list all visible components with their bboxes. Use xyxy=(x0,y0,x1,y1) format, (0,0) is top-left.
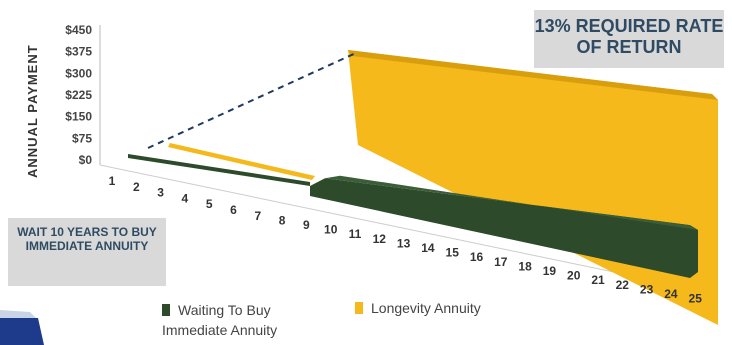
x-tick-label: 1 xyxy=(109,174,116,188)
x-ticks: 1 2 3 4 5 6 7 8 9 10 11 12 13 14 15 16 17 18 19 20 21 22 23 24 2… xyxy=(109,174,703,306)
y-ticks: $0 $75 $150 $225 $300 $375 $450 xyxy=(65,23,92,167)
legend-label-longevity: Longevity Annuity xyxy=(371,300,481,316)
x-tick-label: 6 xyxy=(230,203,237,217)
x-tick-label: 5 xyxy=(206,197,213,211)
x-tick-label: 17 xyxy=(494,255,508,269)
legend-label-waiting: Waiting To Buy Immediate Annuity xyxy=(162,302,278,338)
decorative-corner-shape xyxy=(0,310,44,345)
x-tick-label: 25 xyxy=(689,292,703,306)
legend-item-longevity: Longevity Annuity xyxy=(355,300,481,316)
x-tick-label: 18 xyxy=(518,259,532,273)
x-tick-label: 14 xyxy=(421,241,435,255)
series-waiting-top xyxy=(325,175,698,230)
y-tick-label: $150 xyxy=(65,110,92,124)
x-axis-line xyxy=(99,164,701,291)
legend-item-waiting: Waiting To Buy Immediate Annuity xyxy=(162,300,332,340)
x-tick-label: 16 xyxy=(470,250,484,264)
y-tick-label: $450 xyxy=(65,23,92,37)
rate-of-return-callout: 13% REQUIRED RATE OF RETURN xyxy=(534,10,724,68)
series-longevity-top xyxy=(348,50,718,100)
x-tick-label: 13 xyxy=(397,236,411,250)
series-waiting-prepurchase xyxy=(128,154,310,186)
y-tick-label: $375 xyxy=(65,45,92,59)
x-tick-label: 12 xyxy=(373,232,387,246)
x-tick-label: 15 xyxy=(446,246,460,260)
x-tick-label: 7 xyxy=(254,209,261,223)
series-longevity-prepurchase xyxy=(168,143,315,180)
x-tick-label: 10 xyxy=(324,223,338,237)
y-tick-label: $75 xyxy=(72,131,92,145)
rate-of-return-line xyxy=(147,51,359,149)
x-tick-label: 4 xyxy=(182,191,189,205)
x-tick-label: 3 xyxy=(157,186,164,200)
x-tick-label: 20 xyxy=(567,269,581,283)
y-axis-label: ANNUAL PAYMENT xyxy=(25,44,40,178)
legend-swatch-waiting xyxy=(162,304,170,316)
x-tick-label: 11 xyxy=(349,227,362,241)
series-waiting-body xyxy=(310,178,698,278)
y-tick-label: $300 xyxy=(65,66,92,80)
x-tick-label: 19 xyxy=(543,264,557,278)
legend-swatch-longevity xyxy=(355,302,363,314)
y-tick-label: $0 xyxy=(79,153,93,167)
wait-ten-years-callout: WAIT 10 YEARS TO BUY IMMEDIATE ANNUITY xyxy=(8,218,166,286)
x-tick-label: 23 xyxy=(640,282,654,296)
x-tick-label: 9 xyxy=(303,218,310,232)
gridlines xyxy=(99,25,701,291)
x-tick-label: 8 xyxy=(279,213,286,227)
x-tick-label: 21 xyxy=(591,273,605,287)
x-tick-label: 2 xyxy=(133,180,140,194)
series-layer xyxy=(128,50,718,325)
x-tick-label: 22 xyxy=(616,278,630,292)
x-tick-label: 24 xyxy=(664,287,678,301)
y-tick-label: $225 xyxy=(65,88,92,102)
